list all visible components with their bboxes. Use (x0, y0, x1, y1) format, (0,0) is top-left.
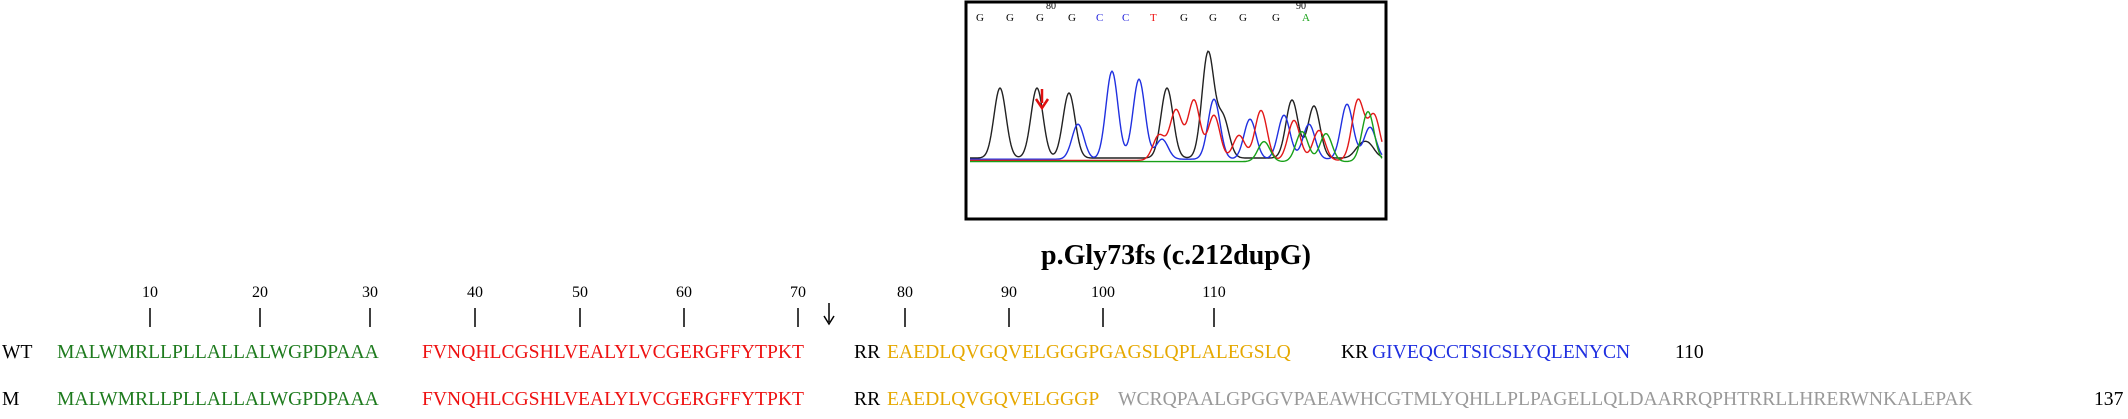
wt-dibasic-1: RR (854, 342, 881, 363)
mutant-signal-peptide: MALWMRLLPLLALLALWGPDPAAA (57, 389, 379, 410)
base-call-10: G (1272, 12, 1280, 24)
chromatogram-traces (970, 50, 1383, 163)
wt-b-chain: FVNQHLCGSHLVEALYLVCGERGFFYTPKT (422, 342, 804, 363)
ruler-label-60: 60 (676, 284, 692, 301)
mutation-label: p.Gly73fs (c.212dupG) (1041, 240, 1311, 271)
mutant-b-chain: FVNQHLCGSHLVEALYLVCGERGFFYTPKT (422, 389, 804, 410)
mutant-row-label: M (2, 389, 20, 410)
trace-0 (970, 50, 1383, 159)
ruler-label-40: 40 (467, 284, 483, 301)
ruler-label-110: 110 (1202, 284, 1225, 301)
position-label-90: 90 (1296, 1, 1306, 12)
ruler-label-70: 70 (790, 284, 806, 301)
residue-position-ruler: 10 20 30 40 50 60 70 80 90 100 110 (142, 284, 1226, 327)
ruler-label-30: 30 (362, 284, 378, 301)
wt-sequence-row: WT MALWMRLLPLLALLALWGPDPAAA FVNQHLCGSHLV… (0, 342, 2128, 372)
mutation-site-arrow-icon (1034, 89, 1050, 111)
wt-c-peptide: EAEDLQVGQVELGGGPGAGSLQPLALEGSLQ (887, 342, 1291, 363)
trace-1 (970, 70, 1383, 160)
wt-length: 110 (1675, 342, 1704, 363)
ruler-label-100: 100 (1091, 284, 1115, 301)
base-call-9: G (1239, 12, 1247, 24)
wt-dibasic-2: KR (1341, 342, 1369, 363)
mutant-sequence-row: M MALWMRLLPLLALLALWGPDPAAA FVNQHLCGSHLVE… (0, 389, 2128, 419)
base-call-1: G (1006, 12, 1014, 24)
ruler-label-80: 80 (897, 284, 913, 301)
mutation-position-arrow-icon (823, 303, 835, 326)
ruler-label-10: 10 (142, 284, 158, 301)
trace-2 (970, 98, 1383, 162)
mutant-c-peptide: EAEDLQVGQVELGGGP (887, 389, 1100, 410)
wt-signal-peptide: MALWMRLLPLLALLALWGPDPAAA (57, 342, 379, 363)
chromatogram-frame (964, 0, 1388, 221)
base-call-3: G (1068, 12, 1076, 24)
mutant-length: 137 (2094, 389, 2124, 410)
mutant-frameshift-peptide: WCRQPAALGPGGVPAEAWHCGTMLYQHLLPLPAGELLQLD… (1118, 389, 1973, 410)
wt-a-chain: GIVEQCCTSICSLYQLENYCN (1372, 342, 1631, 363)
base-call-2: G (1036, 12, 1044, 24)
trace-3 (970, 110, 1383, 163)
base-call-5: C (1122, 12, 1129, 24)
mutant-dibasic-1: RR (854, 389, 881, 410)
sequencing-chromatogram: G G G G C C T G G G G A 80 90 (964, 0, 1388, 221)
position-label-80: 80 (1046, 1, 1056, 12)
ruler-label-50: 50 (572, 284, 588, 301)
base-call-6: T (1150, 12, 1157, 24)
base-call-7: G (1180, 12, 1188, 24)
base-call-11: A (1302, 12, 1310, 24)
base-call-4: C (1096, 12, 1103, 24)
ruler-label-20: 20 (252, 284, 268, 301)
base-call-8: G (1209, 12, 1217, 24)
ruler-label-90: 90 (1001, 284, 1017, 301)
base-call-0: G (976, 12, 984, 24)
wt-row-label: WT (2, 342, 33, 363)
